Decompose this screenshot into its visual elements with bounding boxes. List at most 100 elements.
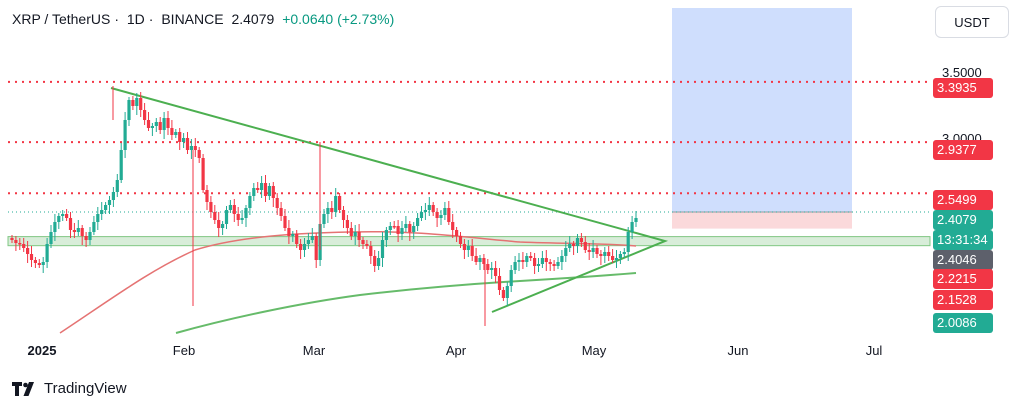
candle-body: [486, 264, 490, 270]
candle-body: [182, 138, 186, 142]
candle: [221, 221, 225, 235]
candle: [634, 211, 638, 227]
candle-body: [162, 118, 166, 130]
candle-body: [330, 208, 334, 212]
candle: [228, 200, 232, 213]
candle: [14, 236, 18, 251]
candle: [271, 182, 275, 207]
triangle-pattern: [110, 87, 669, 313]
candle: [61, 210, 65, 221]
candle-body: [392, 226, 396, 228]
candle-body: [107, 200, 112, 205]
candle-body: [232, 205, 236, 214]
candle: [119, 143, 123, 183]
candle-body: [338, 196, 342, 210]
symbol-header[interactable]: XRP / TetherUS · 1D · BINANCE 2.4079 +0.06…: [12, 11, 395, 27]
candle-body: [205, 190, 209, 202]
exchange: BINANCE: [161, 11, 224, 27]
candle: [322, 209, 326, 228]
candle-body: [119, 150, 123, 180]
candle-body: [178, 132, 182, 142]
candle: [501, 287, 505, 301]
support-zone: [7, 236, 931, 247]
candle: [244, 205, 248, 227]
candle-body: [529, 256, 533, 258]
candle-body: [607, 252, 611, 256]
price-tag: 2.9377: [933, 140, 993, 160]
candle: [326, 202, 330, 223]
candle: [377, 251, 381, 270]
candle-body: [228, 205, 232, 210]
candle-body: [447, 208, 451, 222]
candle: [345, 215, 349, 234]
candle: [65, 209, 69, 221]
candle: [412, 222, 416, 239]
candle-body: [482, 258, 486, 264]
candle: [100, 202, 104, 220]
candle: [334, 188, 338, 217]
candle-body: [564, 248, 568, 256]
candle: [96, 207, 100, 230]
candle-body: [525, 256, 529, 262]
candle-body: [544, 258, 548, 262]
candle: [603, 247, 607, 263]
candle: [302, 238, 307, 257]
candle-body: [201, 158, 205, 190]
candle: [416, 213, 420, 231]
brand-name: TradingView: [44, 380, 127, 397]
time-axis-label: Feb: [172, 343, 196, 358]
candle: [53, 214, 57, 241]
candle-body: [435, 212, 439, 218]
candle-body: [369, 246, 373, 256]
candle: [279, 202, 283, 221]
candle: [341, 206, 346, 228]
candle: [591, 240, 595, 258]
candle-body: [556, 262, 560, 266]
candle-body: [185, 138, 190, 150]
candle-body: [396, 226, 400, 234]
candle-body: [505, 286, 509, 298]
candle: [45, 238, 49, 268]
candle: [131, 96, 135, 110]
candle-body: [197, 150, 201, 158]
candle: [630, 216, 634, 239]
candle: [314, 233, 318, 268]
candle: [583, 236, 587, 253]
candle-body: [361, 240, 365, 244]
candle: [287, 220, 291, 244]
candle: [33, 257, 37, 268]
candle: [388, 222, 392, 235]
candle: [41, 257, 45, 273]
candle: [513, 256, 517, 274]
candle-body: [279, 208, 283, 216]
candle-body: [80, 228, 84, 236]
candle-body: [213, 212, 217, 220]
candle: [143, 103, 147, 125]
currency-button[interactable]: USDT: [935, 6, 1009, 38]
candle-body: [139, 98, 143, 110]
candle-body: [170, 128, 174, 135]
candle-body: [135, 98, 139, 106]
symbol-name: XRP / TetherUS: [12, 11, 111, 27]
candle-body: [143, 110, 147, 120]
candle-body: [388, 226, 392, 230]
candle-body: [248, 196, 252, 208]
candle: [209, 196, 213, 218]
candle: [556, 257, 560, 269]
candle-body: [236, 214, 240, 220]
candle: [72, 223, 76, 238]
candle: [49, 225, 53, 248]
candle-body: [611, 256, 615, 260]
candle: [599, 250, 603, 265]
candle-body: [618, 254, 622, 258]
candle: [76, 220, 80, 236]
candle-body: [29, 254, 34, 260]
candle-body: [380, 240, 385, 258]
candle-body: [443, 208, 447, 215]
candle: [217, 212, 221, 237]
price-axis-label: 3.5000: [942, 65, 982, 80]
candle: [139, 92, 143, 117]
tradingview-logo[interactable]: TradingView: [12, 380, 127, 397]
candle-body: [494, 268, 498, 276]
